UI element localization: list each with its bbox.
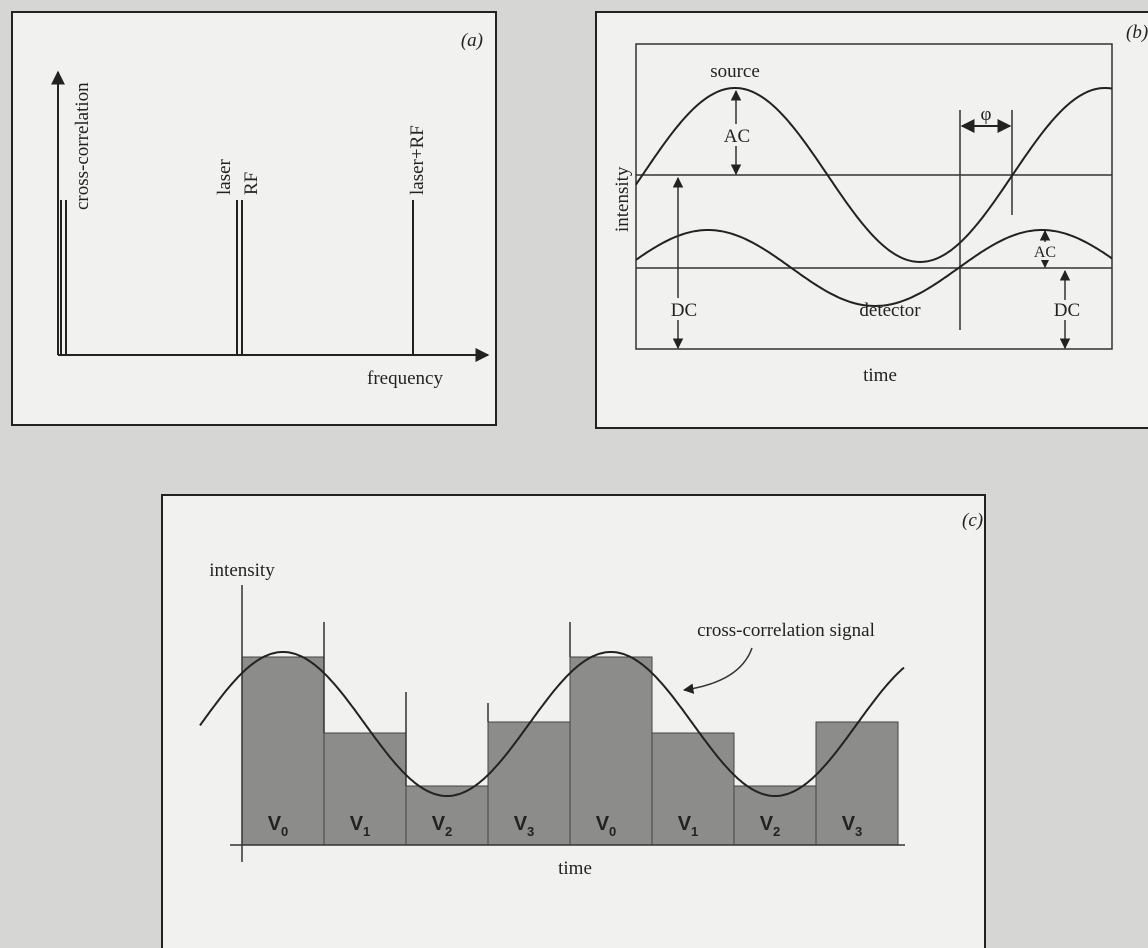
bins: V0 V1 V2 V3 V0 V1 V2 V3 xyxy=(241,656,899,846)
axes xyxy=(230,585,905,862)
source-wave xyxy=(635,87,1113,264)
panel-frame xyxy=(11,11,497,426)
ac-label: AC xyxy=(724,126,750,147)
bin-letter: V xyxy=(842,813,856,835)
signal-label: cross-correlation signal xyxy=(697,620,875,641)
y-axis-label: intensity xyxy=(612,166,633,232)
bin-label: V3 xyxy=(514,813,535,839)
bin-letter: V xyxy=(514,813,528,835)
bin-label: V0 xyxy=(268,813,289,839)
ac-label: AC xyxy=(1034,244,1056,261)
dc-label: DC xyxy=(1054,300,1080,321)
x-axis-label: time xyxy=(558,858,592,879)
guide-lines xyxy=(636,110,1112,330)
panel-label: (c) xyxy=(962,510,983,531)
label-bg xyxy=(664,298,700,320)
bin-letter: V xyxy=(596,813,610,835)
bin-label: V0 xyxy=(596,813,617,839)
signal-wave xyxy=(199,651,905,797)
bin-index: 1 xyxy=(363,824,370,839)
panel-c: (c) intensity V0 V1 V2 V3 V0 V1 V2 V3 cross-cor… xyxy=(161,494,986,948)
x-axis-label: time xyxy=(863,365,897,386)
bin-index: 0 xyxy=(609,824,616,839)
line-label: laser xyxy=(214,158,235,195)
panel-b: (b) φ AC DC AC DC source detector time i… xyxy=(595,11,1148,429)
bin-letter: V xyxy=(760,813,774,835)
label-bg xyxy=(1048,300,1084,320)
panel-label: (b) xyxy=(1126,22,1148,43)
x-axis-label: frequency xyxy=(367,368,443,389)
bin-letter: V xyxy=(432,813,446,835)
bin-letter: V xyxy=(678,813,692,835)
bin-index: 1 xyxy=(691,824,698,839)
bin-letter: V xyxy=(350,813,364,835)
label-bg xyxy=(718,124,756,146)
y-axis-label: cross-correlation xyxy=(72,82,93,210)
bin-index: 2 xyxy=(445,824,452,839)
line-label: RF xyxy=(241,172,262,195)
bin-index: 2 xyxy=(773,824,780,839)
source-label: source xyxy=(710,61,760,82)
bin-label: V1 xyxy=(678,813,699,839)
bin-label: V2 xyxy=(432,813,453,839)
bin-index: 0 xyxy=(281,824,288,839)
bin-label: V3 xyxy=(842,813,863,839)
panel-a: (a) cross-correlation laser RF laser+RF … xyxy=(11,11,497,426)
y-axis-label: intensity xyxy=(209,560,275,581)
bin-bar xyxy=(651,732,735,846)
bin-bar xyxy=(241,656,325,846)
bin-label: V1 xyxy=(350,813,371,839)
phase-label: φ xyxy=(981,104,992,125)
line-label: laser+RF xyxy=(407,125,428,195)
detector-wave xyxy=(635,229,1113,307)
bin-bar xyxy=(815,721,899,846)
label-bg xyxy=(1028,242,1062,260)
dc-label: DC xyxy=(671,300,697,321)
panel-frame xyxy=(595,11,1148,429)
signal-arrow xyxy=(682,647,753,694)
bin-letter: V xyxy=(268,813,282,835)
plot-box xyxy=(635,43,1113,350)
detector-label: detector xyxy=(859,300,921,321)
bin-index: 3 xyxy=(527,824,534,839)
spectral-lines xyxy=(60,200,414,355)
bin-label: V2 xyxy=(760,813,781,839)
panel-label: (a) xyxy=(461,30,483,51)
bin-bar xyxy=(569,656,653,846)
bin-index: 3 xyxy=(855,824,862,839)
